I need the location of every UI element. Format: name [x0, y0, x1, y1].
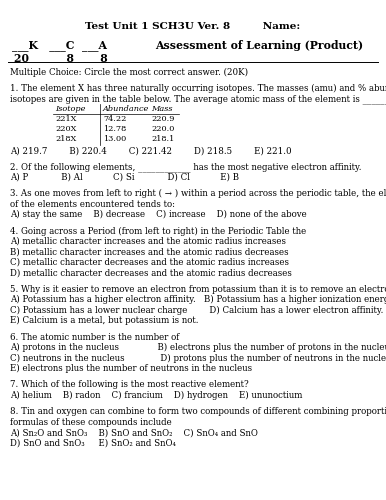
Text: A) P            B) Al           C) Si            D) Cl           E) B: A) P B) Al C) Si D) Cl E) B [10, 173, 239, 182]
Text: D) SnO and SnO₃     E) SnO₂ and SnO₄: D) SnO and SnO₃ E) SnO₂ and SnO₄ [10, 438, 176, 448]
Text: 218X: 218X [55, 135, 76, 143]
Text: C) metallic character decreases and the atomic radius increases: C) metallic character decreases and the … [10, 258, 289, 267]
Text: 218.1: 218.1 [151, 135, 174, 143]
Text: of the elements encountered tends to:: of the elements encountered tends to: [10, 200, 175, 208]
Text: A) metallic character increases and the atomic radius increases: A) metallic character increases and the … [10, 237, 286, 246]
Text: 8. Tin and oxygen can combine to form two compounds of different combining propo: 8. Tin and oxygen can combine to form tw… [10, 407, 386, 416]
Text: 7. Which of the following is the most reactive element?: 7. Which of the following is the most re… [10, 380, 249, 390]
Text: C) neutrons in the nucleus             D) protons plus the number of neutrons in: C) neutrons in the nucleus D) protons pl… [10, 354, 386, 362]
Text: 220X: 220X [55, 125, 76, 133]
Text: 221X: 221X [55, 116, 76, 123]
Text: Multiple Choice: Circle the most correct answer. (20K): Multiple Choice: Circle the most correct… [10, 68, 248, 77]
Text: A) stay the same    B) decrease    C) increase    D) none of the above: A) stay the same B) decrease C) increase… [10, 210, 307, 220]
Text: 220.0: 220.0 [151, 125, 174, 133]
Text: A) protons in the nucleus              B) electrons plus the number of protons i: A) protons in the nucleus B) electrons p… [10, 343, 386, 352]
Text: 3. As one moves from left to right ( → ) within a period across the periodic tab: 3. As one moves from left to right ( → )… [10, 189, 386, 198]
Text: B) metallic character increases and the atomic radius decreases: B) metallic character increases and the … [10, 248, 289, 256]
Text: 2. Of the following elements, ____________ has the most negative electron affini: 2. Of the following elements, __________… [10, 162, 362, 172]
Text: 20          8       8: 20 8 8 [14, 53, 108, 64]
Text: 220.9: 220.9 [151, 116, 174, 123]
Text: 13.00: 13.00 [103, 135, 126, 143]
Text: D) metallic character decreases and the atomic radius decreases: D) metallic character decreases and the … [10, 268, 292, 278]
Text: Test Unit 1 SCH3U Ver. 8         Name:: Test Unit 1 SCH3U Ver. 8 Name: [85, 22, 301, 31]
Text: Mass: Mass [151, 106, 173, 114]
Text: A) 219.7        B) 220.4        C) 221.42        D) 218.5        E) 221.0: A) 219.7 B) 220.4 C) 221.42 D) 218.5 E) … [10, 146, 292, 155]
Text: E) Calcium is a metal, but potassium is not.: E) Calcium is a metal, but potassium is … [10, 316, 198, 326]
Text: 74.22: 74.22 [103, 116, 126, 123]
Text: A) Sn₂O and SnO₃    B) SnO and SnO₂    C) SnO₄ and SnO: A) Sn₂O and SnO₃ B) SnO and SnO₂ C) SnO₄… [10, 428, 258, 437]
Text: A) Potassium has a higher electron affinity.   B) Potassium has a higher ionizat: A) Potassium has a higher electron affin… [10, 296, 386, 304]
Text: formulas of these compounds include: formulas of these compounds include [10, 418, 172, 426]
Text: Assessment of Learning (Product): Assessment of Learning (Product) [155, 40, 363, 51]
Text: 5. Why is it easier to remove an electron from potassium than it is to remove an: 5. Why is it easier to remove an electro… [10, 285, 386, 294]
Text: 6. The atomic number is the number of: 6. The atomic number is the number of [10, 332, 179, 342]
Text: 4. Going across a Period (from left to right) in the Periodic Table the: 4. Going across a Period (from left to r… [10, 226, 306, 235]
Text: A) helium    B) radon    C) francium    D) hydrogen    E) ununoctium: A) helium B) radon C) francium D) hydrog… [10, 391, 302, 400]
Text: 12.78: 12.78 [103, 125, 126, 133]
Text: C) Potassium has a lower nuclear charge        D) Calcium has a lower electron a: C) Potassium has a lower nuclear charge … [10, 306, 383, 315]
Text: isotopes are given in the table below. The average atomic mass of the element is: isotopes are given in the table below. T… [10, 95, 386, 104]
Text: E) electrons plus the number of neutrons in the nucleus: E) electrons plus the number of neutrons… [10, 364, 252, 373]
Text: Isotope: Isotope [55, 106, 85, 114]
Text: Abundance: Abundance [103, 106, 149, 114]
Text: 1. The element X has three naturally occurring isotopes. The masses (amu) and % : 1. The element X has three naturally occ… [10, 84, 386, 94]
Text: ___K   ___C  ___A: ___K ___C ___A [12, 40, 107, 51]
